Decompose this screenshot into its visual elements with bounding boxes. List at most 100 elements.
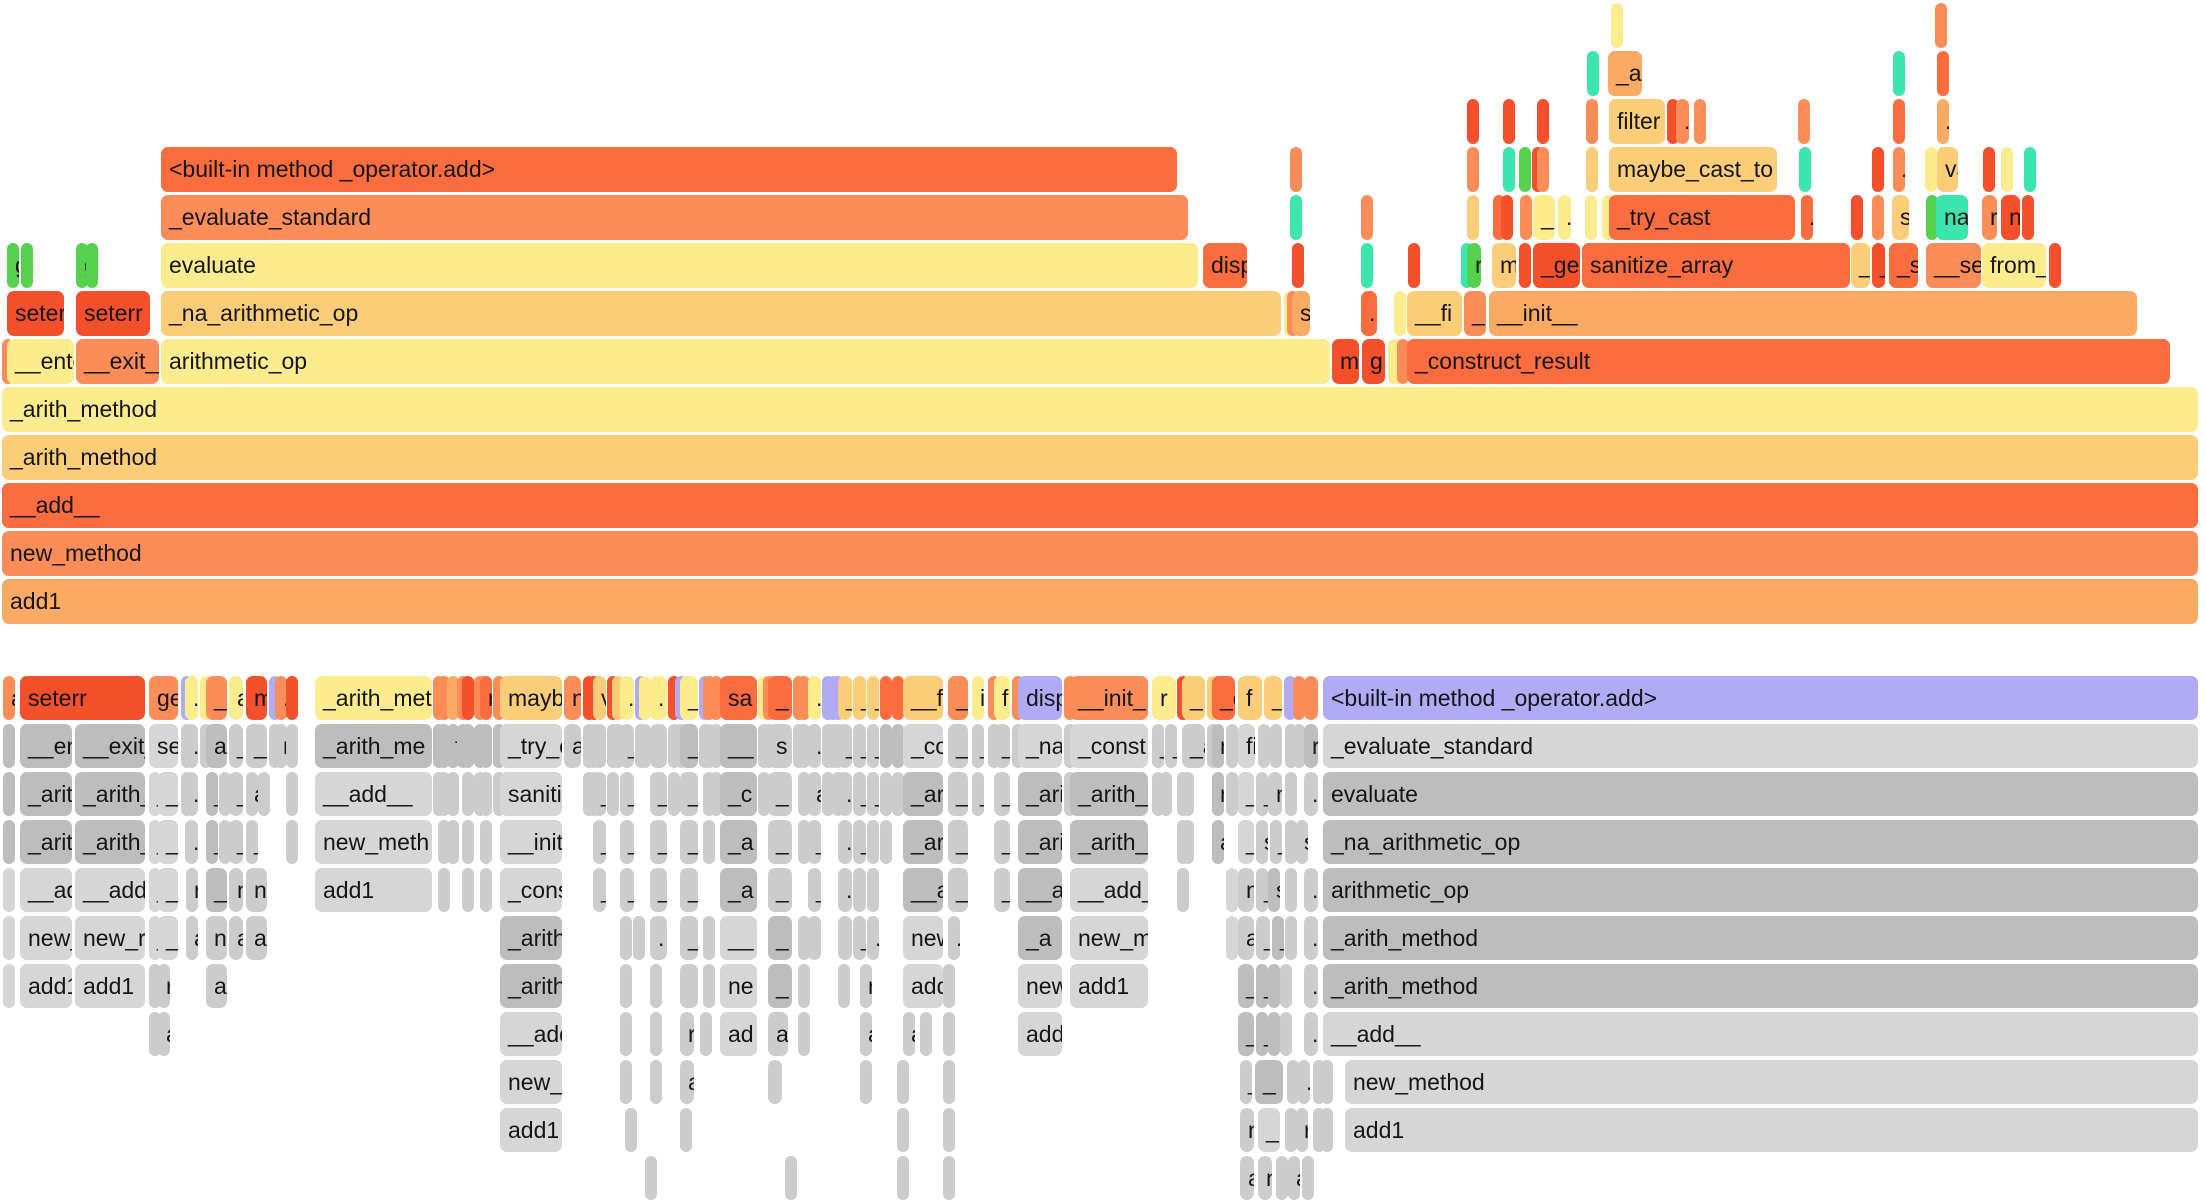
frame-add[interactable]: add bbox=[903, 964, 943, 1008]
frame-sliver[interactable]: _ bbox=[1464, 291, 1486, 336]
frame-sliver[interactable] bbox=[625, 1108, 637, 1152]
frame-sliver[interactable]: . bbox=[867, 916, 879, 960]
frame-a[interactable]: _a bbox=[680, 820, 698, 864]
frame-sliver[interactable] bbox=[703, 964, 715, 1008]
frame-init[interactable]: __init_ bbox=[1070, 676, 1148, 720]
frame-a[interactable]: __a bbox=[903, 868, 943, 912]
frame-c[interactable]: _c bbox=[720, 772, 757, 816]
frame-disp[interactable]: disp bbox=[1203, 243, 1247, 288]
frame-sliver[interactable] bbox=[480, 724, 492, 768]
frame-sliver[interactable]: _ bbox=[853, 820, 866, 864]
frame-arithmetic-op[interactable]: arithmetic_op bbox=[1323, 868, 2198, 912]
frame-a[interactable]: a bbox=[1240, 1156, 1254, 1200]
frame-sliver[interactable]: _ bbox=[853, 724, 866, 768]
frame-sliver[interactable]: _ bbox=[768, 820, 792, 864]
frame-sliver[interactable] bbox=[1926, 195, 1938, 240]
frame-a[interactable]: _a bbox=[680, 868, 698, 912]
frame-sliver[interactable]: _ bbox=[1872, 243, 1885, 288]
frame-sliver[interactable]: _ bbox=[768, 772, 792, 816]
frame-sliver[interactable] bbox=[703, 916, 715, 960]
frame-fi[interactable]: fi bbox=[1238, 724, 1255, 768]
frame-a[interactable]: a bbox=[903, 1012, 915, 1056]
frame-arith[interactable]: _arith_ bbox=[1070, 772, 1148, 816]
frame-sliver[interactable] bbox=[593, 724, 606, 768]
frame-sliver[interactable] bbox=[650, 1012, 662, 1056]
frame-sliver[interactable] bbox=[650, 1060, 662, 1104]
frame-sliver[interactable]: _ bbox=[1165, 724, 1177, 768]
frame-sliver[interactable]: _ bbox=[994, 772, 1010, 816]
frame-arith[interactable]: _arith bbox=[500, 964, 562, 1008]
frame-sliver[interactable]: . bbox=[838, 820, 852, 864]
frame-sliver[interactable] bbox=[897, 1156, 909, 1200]
frame-sliver[interactable]: _ bbox=[838, 724, 852, 768]
frame-sliver[interactable] bbox=[462, 676, 474, 720]
frame-a[interactable]: a bbox=[3, 676, 15, 720]
frame-add1[interactable]: add1 bbox=[20, 964, 72, 1008]
frame-a[interactable]: _a bbox=[1238, 772, 1254, 816]
frame-sanitize-array[interactable]: sanitize_array bbox=[1582, 243, 1850, 288]
frame-na[interactable]: na bbox=[1936, 195, 1968, 240]
frame-ne[interactable]: ne bbox=[720, 964, 757, 1008]
frame-sliver[interactable] bbox=[1285, 1108, 1297, 1152]
frame-sliver[interactable] bbox=[1285, 916, 1297, 960]
frame-enter[interactable]: __enter__ bbox=[7, 339, 74, 384]
frame-sliver[interactable] bbox=[219, 772, 231, 816]
frame-r[interactable]: r bbox=[1982, 195, 1997, 240]
frame-sliver[interactable]: _ bbox=[593, 772, 606, 816]
frame-sliver[interactable]: _ bbox=[1256, 1012, 1268, 1056]
frame-sliver[interactable] bbox=[1937, 51, 1949, 96]
frame-f[interactable]: f bbox=[1238, 676, 1262, 720]
frame-sliver[interactable] bbox=[3, 964, 15, 1008]
frame-filter[interactable]: filter bbox=[1609, 99, 1665, 144]
frame-a[interactable]: a bbox=[246, 772, 258, 816]
frame-sa[interactable]: sa bbox=[720, 676, 757, 720]
frame-sliver[interactable] bbox=[1586, 99, 1598, 144]
frame-sliver[interactable] bbox=[880, 676, 892, 720]
frame-ne[interactable]: ne bbox=[206, 916, 227, 960]
frame-sliver[interactable]: . bbox=[838, 772, 852, 816]
frame-r[interactable]: r bbox=[1304, 724, 1318, 768]
frame-sliver[interactable] bbox=[1537, 147, 1549, 192]
frame-sliver[interactable]: _ bbox=[972, 772, 984, 816]
frame-arith-me[interactable]: _arith_me bbox=[315, 724, 432, 768]
frame-sliver[interactable]: _ bbox=[1240, 1060, 1252, 1104]
frame-s[interactable]: s bbox=[768, 724, 792, 768]
frame-sliver[interactable] bbox=[2049, 243, 2061, 288]
frame-sliver[interactable]: _ bbox=[229, 820, 243, 864]
frame-new[interactable]: new bbox=[903, 916, 943, 960]
frame-sliver[interactable] bbox=[1520, 195, 1532, 240]
frame-m[interactable]: m bbox=[246, 676, 267, 720]
frame-sliver[interactable] bbox=[1935, 3, 1947, 48]
frame-n[interactable]: n bbox=[1212, 724, 1224, 768]
frame-n[interactable]: n bbox=[2001, 195, 2020, 240]
frame-ari[interactable]: ari bbox=[206, 724, 227, 768]
frame-r[interactable]: r bbox=[186, 868, 198, 912]
frame-a[interactable]: a bbox=[1288, 1156, 1300, 1200]
frame-arith[interactable]: _arith_ bbox=[75, 772, 145, 816]
frame-sliver[interactable] bbox=[1302, 1156, 1314, 1200]
frame-new-meth[interactable]: new_meth bbox=[315, 820, 432, 864]
frame-sliver[interactable] bbox=[1160, 772, 1172, 816]
frame-f[interactable]: f bbox=[994, 676, 1010, 720]
frame-sliver[interactable] bbox=[1321, 1108, 1333, 1152]
frame-exit[interactable]: __exit__ bbox=[76, 339, 159, 384]
frame-sliver[interactable]: _ bbox=[1851, 243, 1870, 288]
frame-sliver[interactable] bbox=[768, 1060, 782, 1104]
frame-sliver[interactable] bbox=[785, 1156, 797, 1200]
frame-arith-method[interactable]: _arith_method bbox=[2, 387, 2198, 432]
frame-sliver[interactable] bbox=[462, 868, 474, 912]
frame-ad[interactable]: __ad bbox=[1018, 868, 1062, 912]
frame-n[interactable]: n bbox=[1212, 772, 1224, 816]
frame-sliver[interactable] bbox=[1585, 195, 1597, 240]
frame-sliver[interactable]: _ bbox=[994, 820, 1010, 864]
frame-sliver[interactable]: _ bbox=[650, 820, 667, 864]
frame-sliver[interactable]: . bbox=[185, 820, 198, 864]
frame-sliver[interactable] bbox=[650, 964, 662, 1008]
frame-sliver[interactable]: __ bbox=[720, 916, 757, 960]
frame-sliver[interactable] bbox=[650, 724, 667, 768]
frame-sliver[interactable]: _ bbox=[1182, 676, 1205, 720]
frame-r[interactable]: r bbox=[1467, 243, 1481, 288]
frame-sliver[interactable] bbox=[1287, 1060, 1299, 1104]
frame-sliver[interactable]: _ bbox=[768, 868, 792, 912]
frame-sliver[interactable] bbox=[892, 724, 904, 768]
